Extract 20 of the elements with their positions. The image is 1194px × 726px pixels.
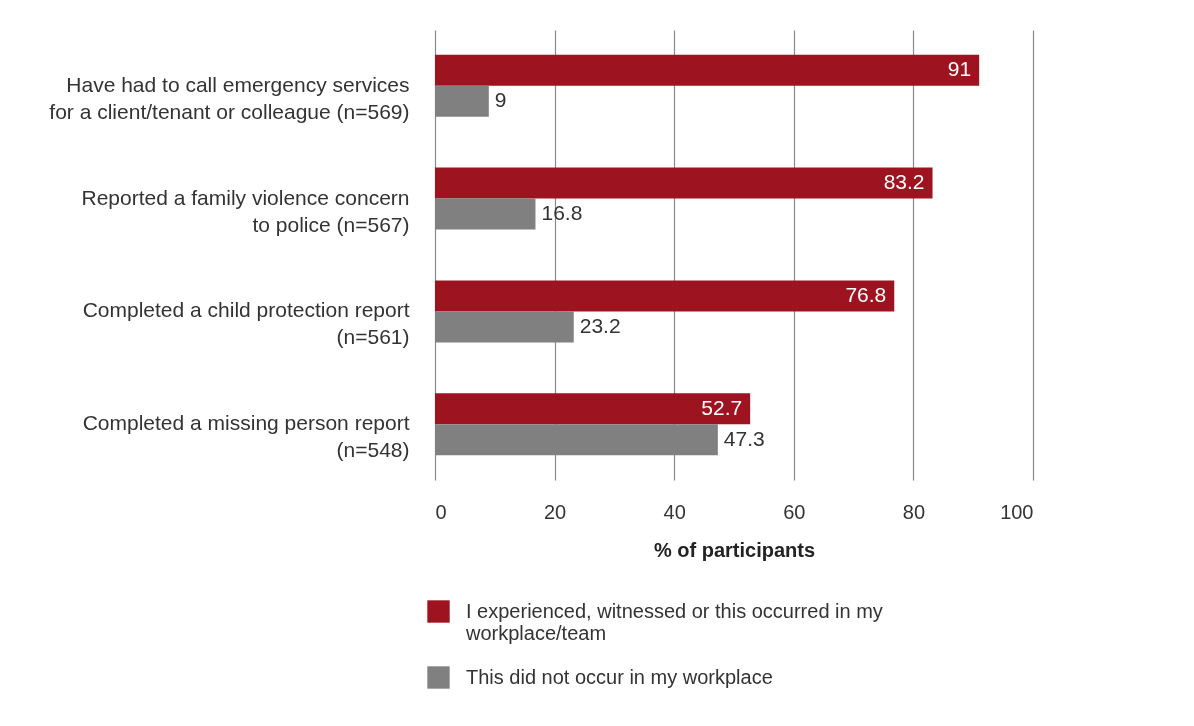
data-label: 91 [947,57,972,81]
x-tick-label: 100 [1000,500,1034,523]
y-tick-label: Have had to call emergency services for a client/tenant or colleague (n=569) [49,72,410,123]
x-axis-title: % of participants [653,538,816,561]
data-label: 9 [494,88,507,112]
legend-label: This did not occur in my workplace [466,665,773,688]
data-label: 47.3 [723,426,765,450]
y-tick-label: Reported a family violence concern to police (n=567) [81,185,410,236]
data-label: 52.7 [701,395,743,419]
x-tick-label: 40 [663,500,686,523]
y-tick-label: Completed a missing person report (n=548) [82,411,410,462]
data-label: 76.8 [845,282,887,306]
x-tick-label: 20 [543,500,567,523]
legend-label: I experienced, witnessed or this occurred in my workplace/team [465,599,883,644]
x-tick-label: 60 [783,500,806,523]
x-tick-label: 0 [435,500,447,523]
y-tick-label: Completed a child protection report (n=561) [82,298,410,349]
data-label: 83.2 [883,170,925,194]
x-tick-label: 80 [902,500,926,523]
data-label: 23.2 [579,313,621,337]
